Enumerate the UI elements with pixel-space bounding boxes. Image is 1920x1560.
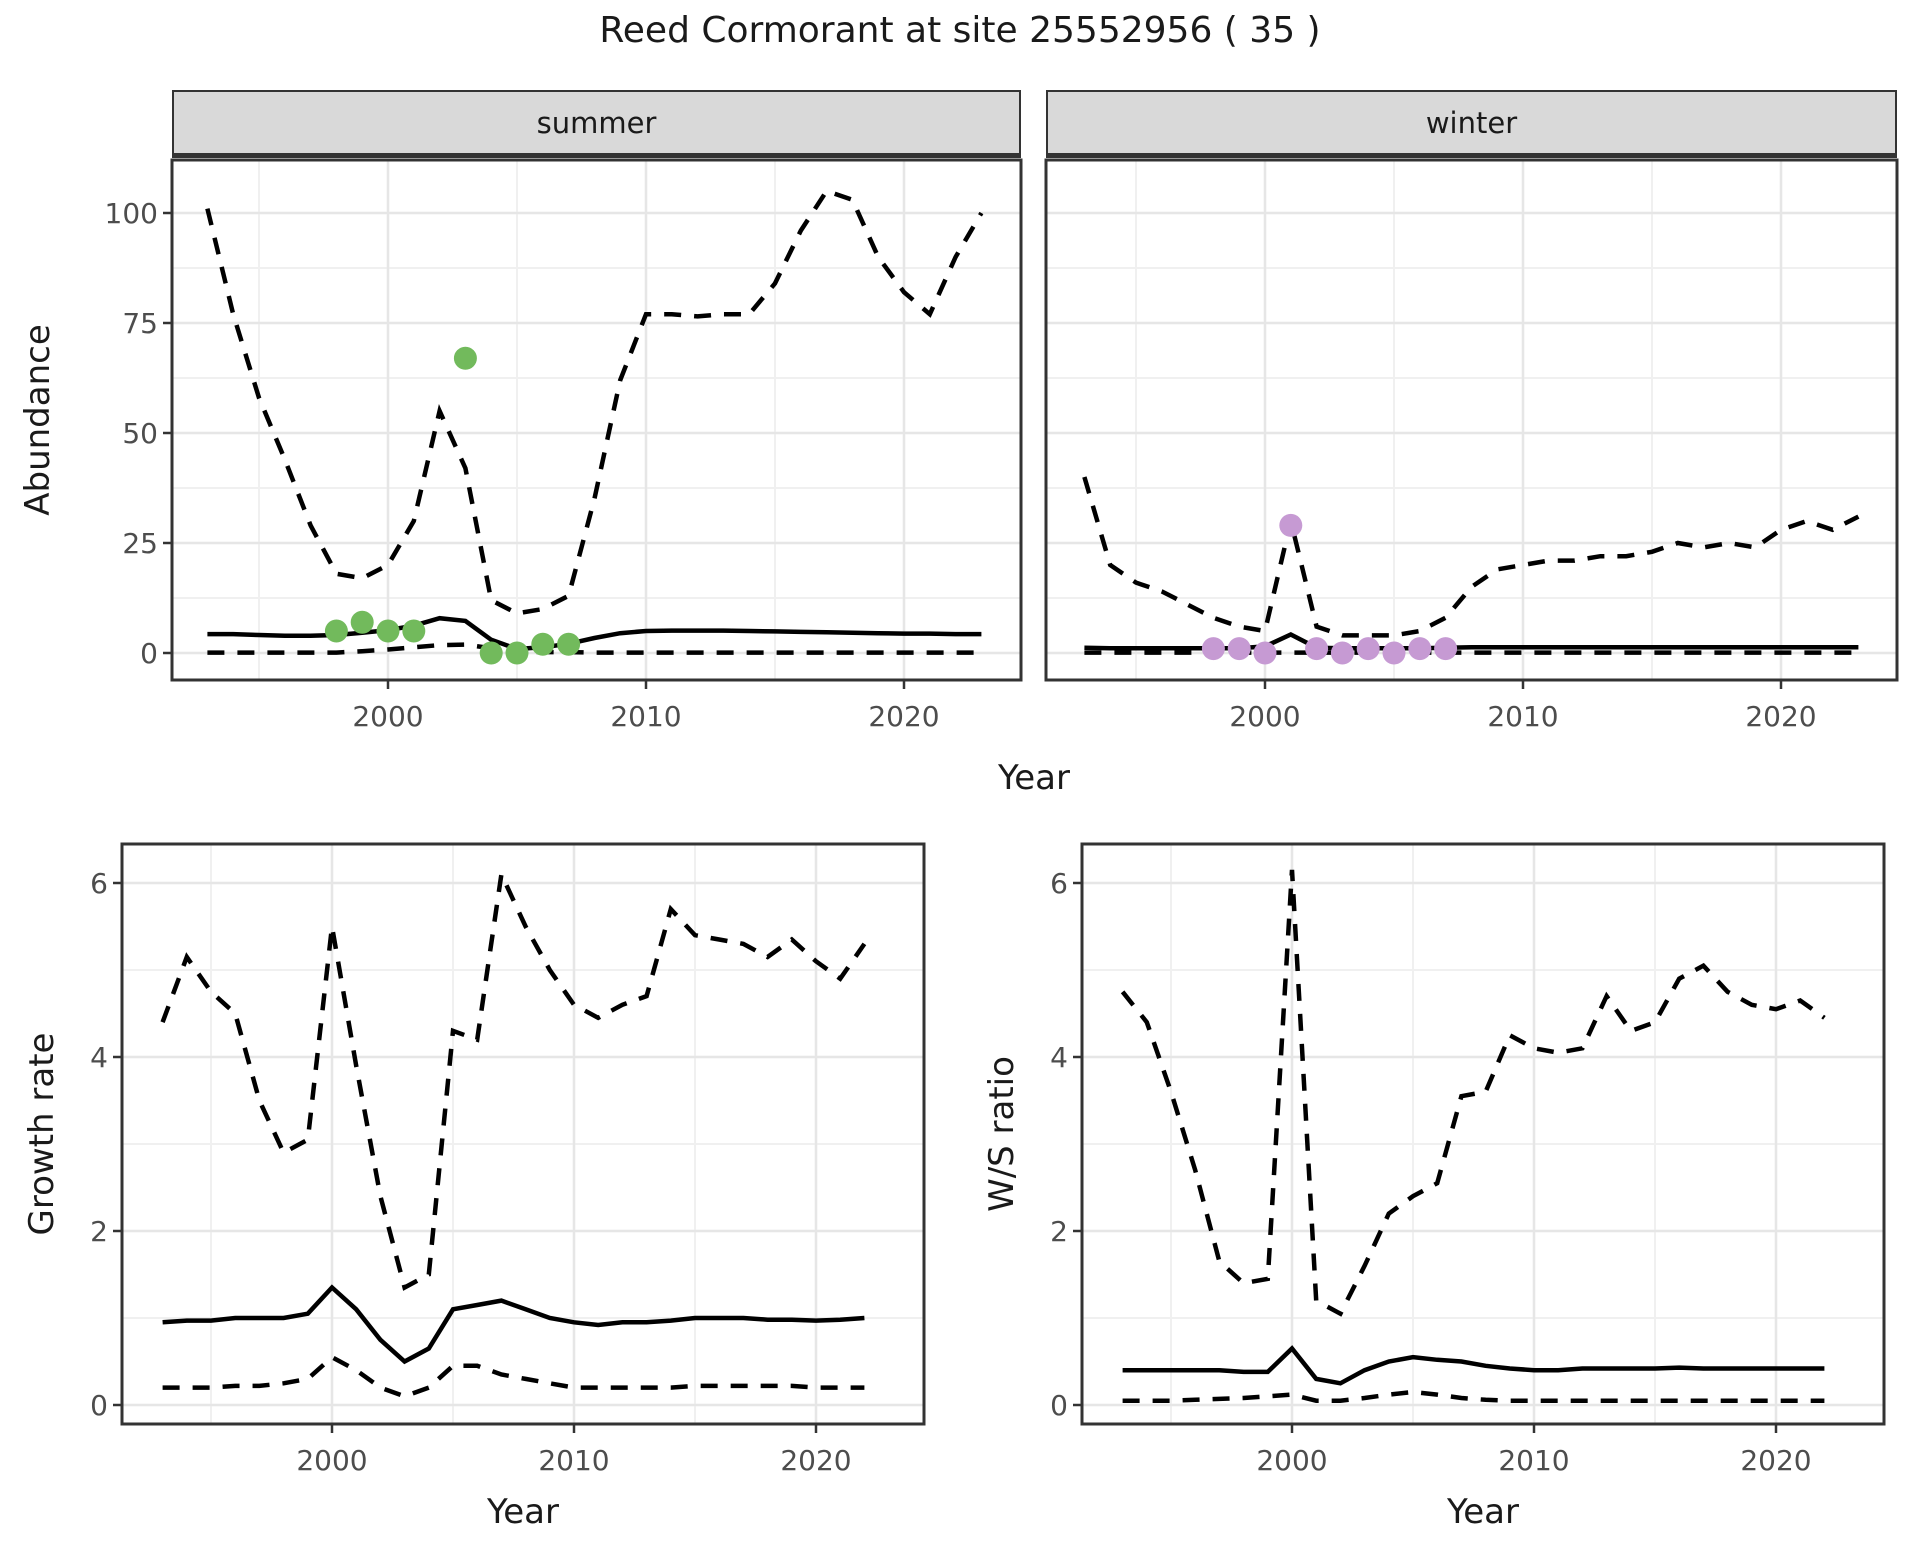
- observation-point: [1434, 637, 1458, 661]
- observation-point: [1382, 641, 1406, 665]
- panel-background: [1082, 844, 1884, 1424]
- facet-strip-winter-label: winter: [1425, 105, 1518, 140]
- y-tick-label: 100: [105, 197, 158, 230]
- growth-lower-ci-line: [162, 1354, 865, 1399]
- x-tick-label: 2010: [1487, 700, 1558, 733]
- y-tick-label: 75: [122, 307, 158, 340]
- x-tick-label: 2020: [1745, 700, 1816, 733]
- facet-strip-winter: winter: [1046, 90, 1897, 158]
- observation-point: [1279, 513, 1303, 537]
- observation-point: [376, 619, 400, 643]
- x-tick-label: 2000: [1256, 1444, 1327, 1477]
- panel-ws: 2000 2010 2020 0 2 4 6: [1050, 842, 1886, 1477]
- ws-median-line: [1122, 1345, 1825, 1386]
- observation-point: [557, 632, 581, 656]
- y-tick-label: 6: [90, 867, 108, 900]
- summer-lower-ci-line: [207, 642, 982, 655]
- observation-point: [324, 619, 348, 643]
- observation-point: [1253, 641, 1277, 665]
- ws-upper-ci-line: [1120, 869, 1826, 1317]
- panel-border: [170, 158, 1023, 682]
- y-tick-label: 4: [1050, 1041, 1068, 1074]
- y-tick-label: 2: [90, 1215, 108, 1248]
- y-tick-label: 25: [122, 527, 158, 560]
- x-tick-label: 2000: [352, 700, 423, 733]
- x-tick-label: 2010: [538, 1444, 609, 1477]
- observation-point: [1330, 641, 1354, 665]
- x-tick-label: 2020: [780, 1444, 851, 1477]
- observation-point: [402, 619, 426, 643]
- panel-border: [120, 842, 926, 1426]
- y-axis-title-abundance: Abundance: [18, 324, 58, 516]
- panel-border: [1080, 842, 1886, 1426]
- observation-point: [1201, 637, 1225, 661]
- observation-point: [505, 641, 529, 665]
- panel-winter: 2000 2010 2020: [1044, 158, 1899, 733]
- panel-growth: 2000 2010 2020 0 2 4 6: [90, 842, 926, 1477]
- observation-point: [453, 346, 477, 370]
- y-tick-label: 6: [1050, 867, 1068, 900]
- panel-background: [172, 160, 1021, 680]
- x-axis-title-year-top: Year: [998, 758, 1070, 798]
- y-tick-label: 2: [1050, 1215, 1068, 1248]
- x-tick-label: 2000: [296, 1444, 367, 1477]
- growth-upper-ci-line: [160, 866, 867, 1291]
- observation-point: [1356, 637, 1380, 661]
- facet-strip-summer: summer: [172, 90, 1021, 158]
- y-tick-label: 0: [1050, 1389, 1068, 1422]
- y-tick-label: 50: [122, 417, 158, 450]
- observation-point: [1408, 637, 1432, 661]
- panel-border: [1044, 158, 1899, 682]
- observation-point: [1227, 637, 1251, 661]
- x-axis-title-year-growth: Year: [487, 1492, 559, 1532]
- observation-point: [479, 641, 503, 665]
- facet-strip-summer-label: summer: [536, 105, 657, 140]
- y-axis-title-ws-ratio: W/S ratio: [982, 1056, 1022, 1212]
- panel-summer: 2000 2010 2020 0 25 50 75 100: [105, 158, 1023, 733]
- panel-background: [122, 844, 924, 1424]
- summer-observations: [324, 346, 581, 665]
- x-tick-label: 2020: [1740, 1444, 1811, 1477]
- x-tick-label: 2010: [1498, 1444, 1569, 1477]
- y-tick-label: 0: [90, 1389, 108, 1422]
- panel-background: [1046, 160, 1897, 680]
- observation-point: [531, 632, 555, 656]
- x-axis-title-year-ws: Year: [1447, 1492, 1519, 1532]
- y-tick-label: 0: [140, 637, 158, 670]
- x-tick-label: 2010: [610, 700, 681, 733]
- growth-median-line: [162, 1284, 865, 1365]
- winter-observations: [1201, 513, 1458, 665]
- page-title: Reed Cormorant at site 25552956 ( 35 ): [599, 10, 1321, 51]
- y-tick-label: 4: [90, 1041, 108, 1074]
- x-tick-label: 2000: [1229, 700, 1300, 733]
- ws-lower-ci-line: [1122, 1389, 1825, 1403]
- observation-point: [1305, 637, 1329, 661]
- observation-point: [350, 610, 374, 634]
- x-tick-label: 2020: [868, 700, 939, 733]
- y-axis-title-growth-rate: Growth rate: [22, 1032, 62, 1236]
